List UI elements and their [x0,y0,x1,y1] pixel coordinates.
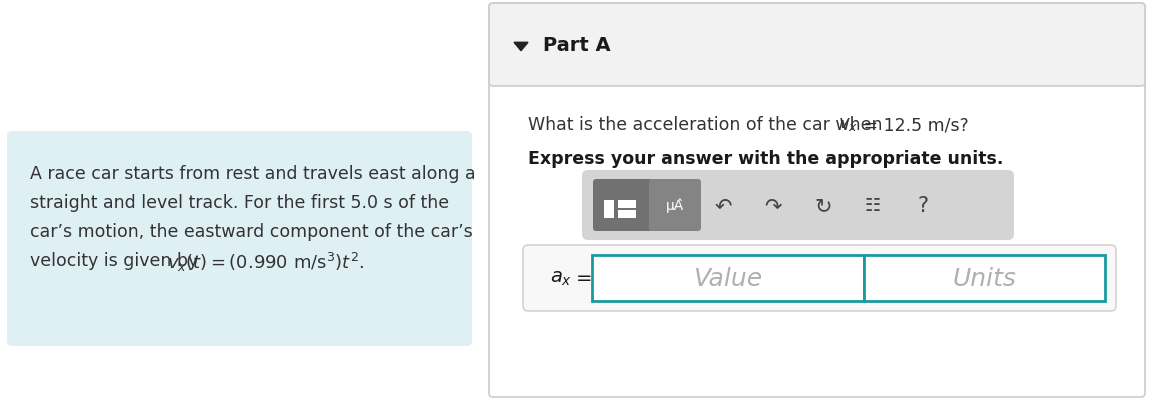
FancyBboxPatch shape [649,180,702,231]
Text: ?: ? [918,196,928,215]
Text: car’s motion, the eastward component of the car’s: car’s motion, the eastward component of … [30,223,473,241]
Text: velocity is given by: velocity is given by [30,251,204,269]
Polygon shape [514,43,528,52]
Text: Express your answer with the appropriate units.: Express your answer with the appropriate… [528,150,1003,168]
Text: Value: Value [693,266,762,290]
FancyBboxPatch shape [489,4,1145,397]
Text: A race car starts from rest and travels east along a: A race car starts from rest and travels … [30,164,476,182]
Text: ↻: ↻ [814,196,831,215]
FancyBboxPatch shape [618,200,636,209]
FancyBboxPatch shape [582,170,1014,241]
Text: Units: Units [952,266,1017,290]
Text: =: = [576,269,592,288]
Text: $v_x$: $v_x$ [838,115,858,133]
Text: What is the acceleration of the car when: What is the acceleration of the car when [528,116,888,134]
Text: ↷: ↷ [765,196,782,215]
FancyBboxPatch shape [523,245,1116,311]
Text: straight and level track. For the first 5.0 s of the: straight and level track. For the first … [30,194,450,211]
FancyBboxPatch shape [618,211,636,219]
FancyBboxPatch shape [7,132,471,346]
Text: Part A: Part A [543,36,611,55]
Text: = 12.5 m/s?: = 12.5 m/s? [858,116,968,134]
FancyBboxPatch shape [604,200,614,219]
Text: μÂ: μÂ [666,198,684,213]
FancyBboxPatch shape [592,255,864,301]
Text: ↶: ↶ [714,196,731,215]
Text: ☷: ☷ [865,196,881,215]
FancyBboxPatch shape [864,255,1105,301]
FancyBboxPatch shape [593,180,653,231]
Text: $v_x(t) = (0.990\ \mathrm{m/s^3})t^2.$: $v_x(t) = (0.990\ \mathrm{m/s^3})t^2.$ [167,250,365,273]
Text: $a_x$: $a_x$ [550,269,572,288]
FancyBboxPatch shape [489,4,1145,87]
